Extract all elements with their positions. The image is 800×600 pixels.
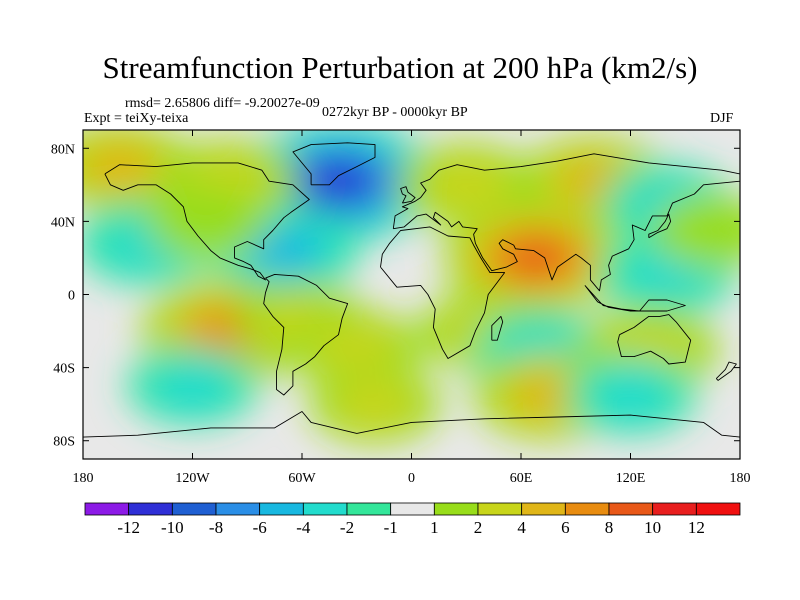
axes: 180 120W 60W 0 60E 120E 180 80N 40N 0 40S 80S: [51, 130, 751, 486]
colorbar-swatch: [477, 502, 523, 516]
coastline-japan: [648, 213, 672, 239]
anomaly-center: [126, 346, 259, 426]
colorbar-label: 1: [430, 518, 439, 537]
colorbar-swatch: [171, 502, 217, 516]
colorbar-label: 12: [688, 518, 705, 537]
coastline-south-america: [263, 273, 349, 396]
x-tick-label: 60W: [288, 471, 316, 486]
x-tick-label: 180: [73, 471, 94, 486]
colorbar-swatch: [302, 502, 348, 516]
y-tick-label: 80S: [53, 435, 75, 450]
colorbar-swatch: [215, 502, 261, 516]
anomaly-center: [651, 193, 740, 268]
y-tick-label: 0: [68, 289, 75, 304]
colorbar-label: 4: [517, 518, 526, 537]
colorbar-label: 10: [644, 518, 661, 537]
anomaly-center: [564, 355, 697, 435]
x-tick-label: 120E: [616, 471, 646, 486]
colorbar-swatch: [346, 502, 392, 516]
colorbar-label: -10: [161, 518, 184, 537]
coastline-new-zealand: [715, 361, 737, 381]
colorbar-swatch: [259, 502, 304, 516]
coastline-madagascar: [491, 315, 504, 341]
colorbar: -12 -10 -8 -6 -4 -2 -1 1 2 4 6 8 10 12: [84, 502, 741, 537]
colorbar-label: 6: [561, 518, 570, 537]
y-tick-label: 80N: [51, 142, 75, 157]
x-tick-label: 60E: [510, 471, 533, 486]
colorbar-swatch: [521, 502, 566, 516]
colorbar-swatch: [608, 502, 654, 516]
stats-label: rmsd= 2.65806 diff= -9.20027e-09: [125, 96, 320, 111]
anomaly-center: [309, 364, 441, 444]
anomaly-center: [145, 184, 269, 259]
season-label: DJF: [710, 111, 734, 126]
experiment-label: Expt = teiXy-teixa: [84, 111, 189, 126]
anomaly-center: [443, 202, 628, 314]
colorbar-label: -6: [253, 518, 267, 537]
coastline-indonesia: [584, 285, 686, 312]
colorbar-label: -1: [384, 518, 398, 537]
coastline-greenland: [292, 142, 376, 186]
colorbar-label: 8: [605, 518, 614, 537]
colorbar-label: -12: [117, 518, 140, 537]
coastline-uk: [400, 186, 416, 204]
chart-title: Streamfunction Perturbation at 200 hPa (…: [102, 50, 698, 85]
coastline-antarctica: [83, 411, 740, 438]
coastline-eurasia: [392, 153, 740, 292]
colorbar-swatch: [433, 502, 479, 516]
x-tick-label: 120W: [175, 471, 210, 486]
x-tick-label: 180: [730, 471, 751, 486]
y-tick-label: 40N: [51, 215, 75, 230]
coastline-africa: [380, 226, 506, 359]
colorbar-label: 2: [474, 518, 483, 537]
colorbar-label: -2: [340, 518, 354, 537]
anomaly-center: [396, 142, 537, 227]
coastline-australia: [617, 314, 692, 365]
coastline-north-america: [104, 162, 310, 281]
coastline-overlay: [83, 142, 740, 438]
period-label: 0272kyr BP - 0000kyr BP: [322, 105, 468, 120]
colorbar-swatch: [390, 502, 435, 516]
colorbar-label: -8: [209, 518, 223, 537]
colorbar-swatch: [84, 502, 130, 516]
map-area: [83, 130, 740, 459]
colorbar-swatch: [128, 502, 173, 516]
colorbar-swatch: [695, 502, 741, 516]
y-tick-label: 40S: [53, 362, 75, 377]
x-tick-label: 0: [408, 471, 415, 486]
colorbar-swatch: [652, 502, 697, 516]
colorbar-swatch: [564, 502, 610, 516]
colorbar-label: -4: [296, 518, 311, 537]
